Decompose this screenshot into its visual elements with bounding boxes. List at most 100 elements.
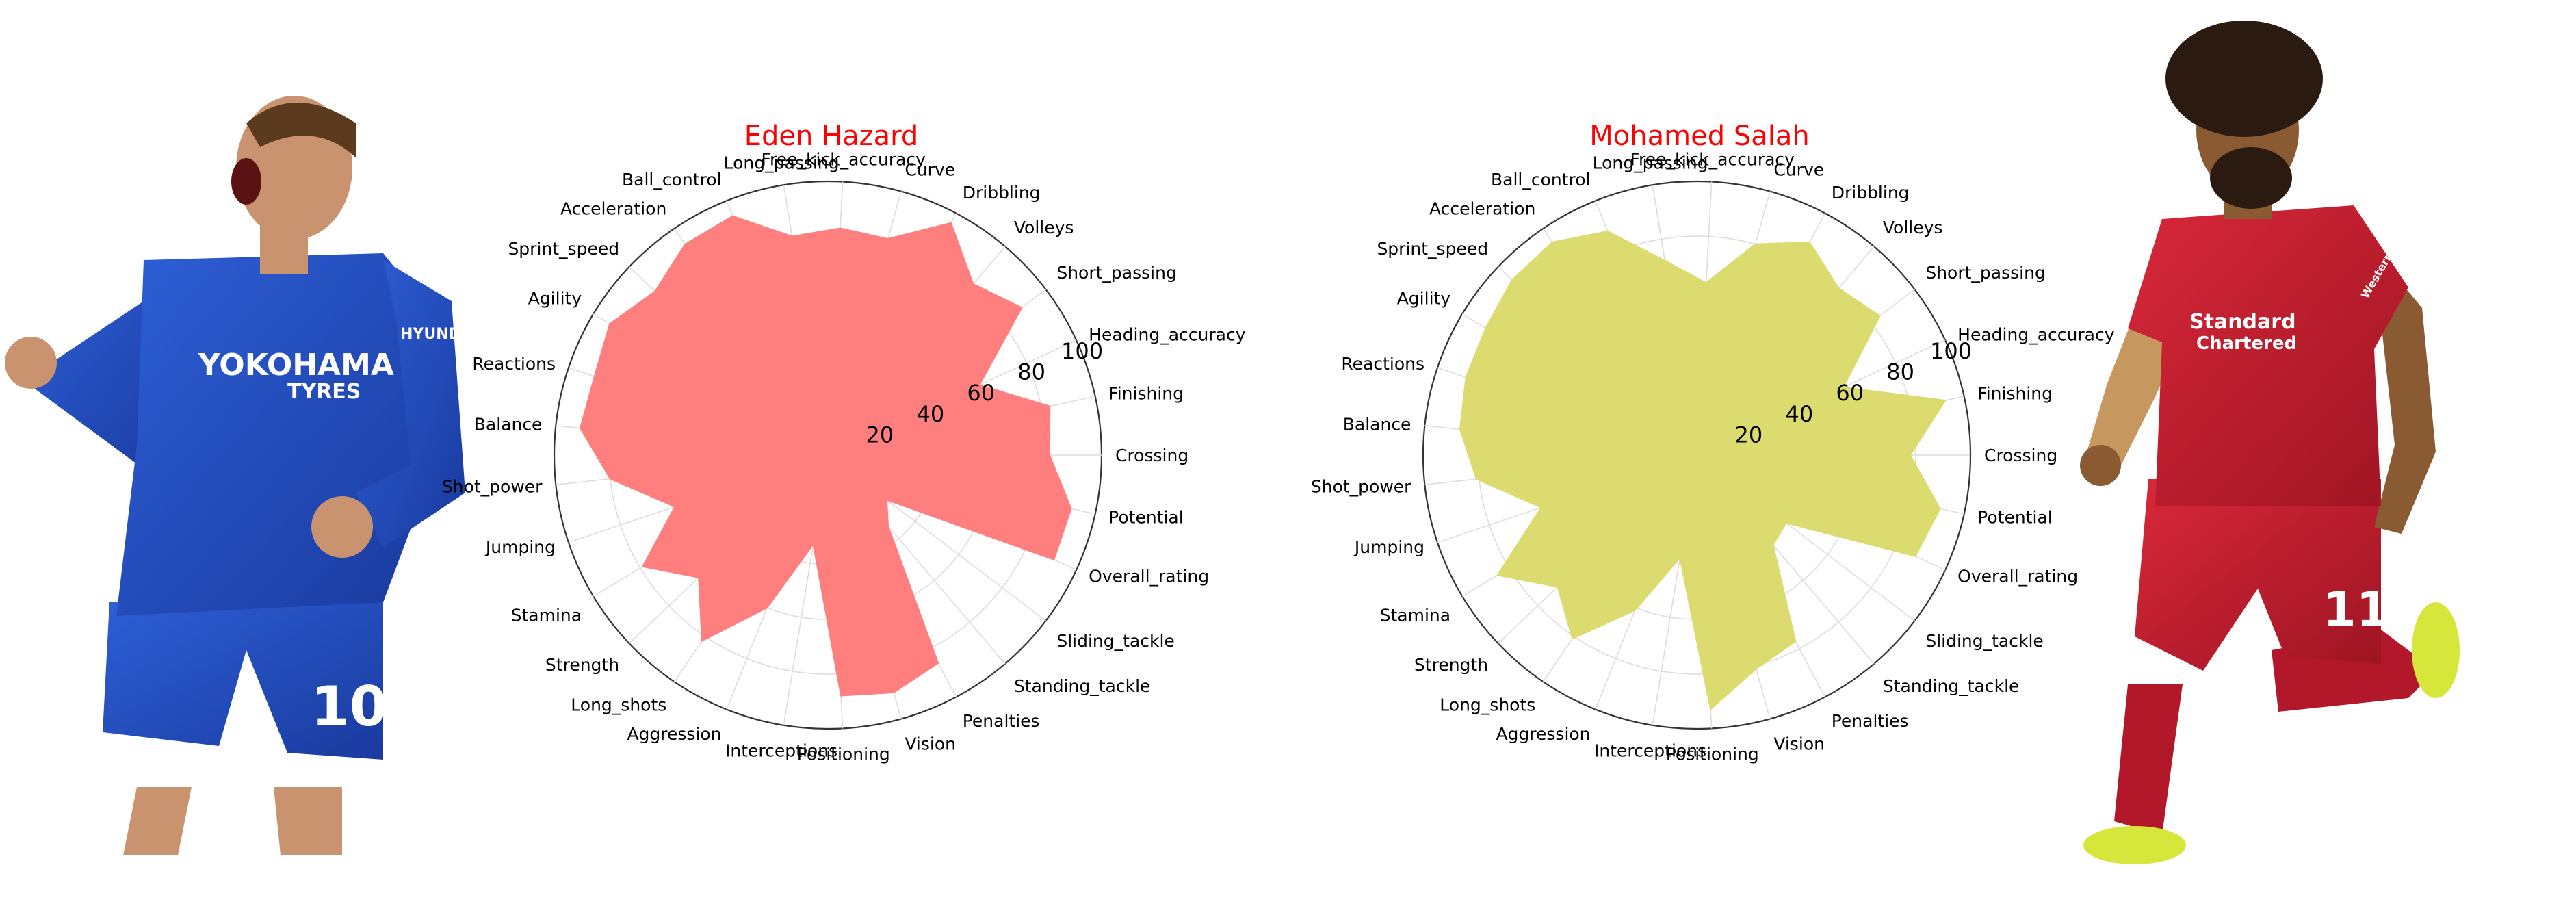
- sponsor-text-hazard: YOKOHAMA: [198, 348, 394, 383]
- category-label: Long_passing: [724, 153, 840, 173]
- category-label: Standing_tackle: [1014, 676, 1151, 696]
- category-label: Sliding_tackle: [1056, 631, 1174, 651]
- category-label: Strength: [1414, 655, 1488, 675]
- radar-point: [1879, 315, 1880, 317]
- radar-series-area: [1459, 230, 1947, 711]
- radar-point: [594, 376, 595, 377]
- radar-area: [580, 215, 1072, 697]
- radar-point: [1910, 454, 1911, 456]
- r-tick-label: 40: [1785, 401, 1813, 427]
- category-label: Reactions: [1341, 354, 1424, 374]
- category-label: Long_shots: [1440, 695, 1535, 715]
- category-label: Sliding_tackle: [1925, 631, 2043, 651]
- radar-point: [1809, 242, 1810, 243]
- category-label: Agility: [1397, 288, 1451, 308]
- sleeve-text-hazard: HYUNDAI: [400, 326, 478, 343]
- category-label: Shot_power: [442, 476, 543, 496]
- radar-point: [840, 695, 842, 696]
- category-label: Heading_accuracy: [1957, 325, 2115, 345]
- category-label: Stamina: [1380, 606, 1450, 626]
- chart-title-hazard: Eden Hazard: [744, 120, 919, 152]
- r-tick-label: 20: [1735, 422, 1763, 448]
- category-label: Stamina: [511, 606, 582, 626]
- category-label: Overall_rating: [1957, 566, 2078, 586]
- category-label: Reactions: [472, 354, 556, 374]
- radar-point: [1838, 287, 1839, 289]
- category-label: Finishing: [1108, 384, 1184, 404]
- player-photo-salah: 11 Standard Chartered Western Union: [2080, 21, 2460, 864]
- category-label: Shot_power: [1311, 476, 1411, 496]
- category-label: Finishing: [1977, 384, 2053, 404]
- category-label: Short_passing: [1056, 263, 1177, 283]
- radar-point: [1710, 708, 1711, 710]
- category-label: Penalties: [1832, 711, 1909, 731]
- radar-point: [1607, 231, 1609, 232]
- category-label: Heading_accuracy: [1089, 325, 1246, 345]
- category-label: Long_passing: [1593, 153, 1708, 173]
- player-photo-hazard: 10 YOKOHAMA TYRES HYUNDAI: [5, 96, 478, 855]
- chart-title-salah: Mohamed Salah: [1589, 120, 1809, 152]
- radar-point: [1944, 400, 1946, 401]
- radar-point: [887, 238, 889, 240]
- radar-point: [972, 283, 974, 285]
- category-label: Aggression: [1496, 724, 1590, 744]
- category-label: Potential: [1108, 507, 1184, 527]
- category-label: Short_passing: [1925, 263, 2046, 283]
- category-label: Free_kick_accuracy: [761, 150, 926, 170]
- category-label: Ball_control: [1491, 170, 1591, 190]
- category-label: Positioning: [797, 744, 890, 764]
- radar-tick-labels: 20 40 60 80 100: [1735, 338, 1973, 448]
- r-tick-label: 20: [866, 422, 894, 448]
- category-label: Balance: [1343, 415, 1411, 435]
- category-label: Balance: [474, 415, 543, 435]
- radar-series-area: [580, 215, 1072, 697]
- category-label: Sprint_speed: [508, 239, 619, 259]
- radar-point: [1459, 428, 1461, 430]
- radar-category-labels: Crossing Finishing Heading_accuracy Short_p…: [442, 150, 1246, 764]
- category-label: Vision: [1773, 734, 1825, 754]
- category-label: Crossing: [1984, 446, 2057, 465]
- category-label: Aggression: [627, 724, 721, 744]
- category-label: Potential: [1977, 507, 2053, 527]
- r-tick-label: 60: [1836, 380, 1864, 406]
- category-label: Curve: [1773, 159, 1824, 179]
- radar-point: [937, 662, 939, 664]
- category-label: Interceptions: [1594, 740, 1706, 760]
- radar-point: [813, 543, 814, 545]
- radar-chart-hazard: Eden Hazard Crossing Finishing Heading_acc…: [442, 120, 1246, 764]
- category-label: Penalties: [963, 711, 1040, 731]
- r-tick-label: 100: [1930, 338, 1972, 364]
- r-tick-label: 60: [967, 380, 995, 406]
- radar-category-labels: Crossing Finishing Heading_accuracy Short_p…: [1311, 150, 2115, 764]
- shirt-number-hazard: 10: [311, 675, 387, 738]
- category-label: Jumping: [484, 537, 556, 557]
- radar-point: [684, 244, 686, 245]
- radar-point: [950, 222, 952, 224]
- category-label: Free_kick_accuracy: [1630, 150, 1795, 170]
- radar-point: [766, 607, 768, 608]
- category-label: Standing_tackle: [1883, 676, 2020, 696]
- category-label: Volleys: [1883, 218, 1943, 237]
- r-tick-label: 40: [916, 401, 944, 427]
- category-label: Interceptions: [725, 740, 837, 760]
- category-label: Acceleration: [560, 198, 666, 218]
- category-label: Acceleration: [1429, 198, 1535, 218]
- category-label: Vision: [905, 734, 956, 754]
- category-label: Strength: [545, 655, 619, 675]
- r-tick-label: 80: [1017, 359, 1045, 385]
- radar-tick-labels: 20 40 60 80 100: [866, 338, 1104, 448]
- category-label: Volleys: [1014, 218, 1074, 237]
- category-label: Dribbling: [1832, 183, 1910, 203]
- category-label: Dribbling: [963, 183, 1041, 203]
- radar-chart-salah: Mohamed Salah Crossing Finishing Heading_a…: [1311, 120, 2115, 764]
- category-label: Ball_control: [622, 170, 722, 190]
- radar-point: [642, 566, 643, 567]
- category-label: Curve: [905, 159, 955, 179]
- r-tick-label: 100: [1061, 338, 1103, 364]
- category-label: Crossing: [1115, 446, 1188, 465]
- category-label: Overall_rating: [1089, 566, 1209, 586]
- category-label: Sprint_speed: [1377, 239, 1488, 259]
- category-label: Long_shots: [571, 695, 666, 715]
- shirt-number-salah: 11: [2323, 582, 2389, 638]
